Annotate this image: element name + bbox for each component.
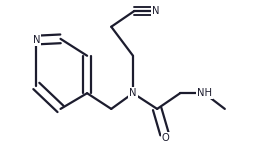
Text: N: N — [152, 6, 160, 16]
Text: N: N — [129, 88, 137, 98]
Text: NH: NH — [197, 88, 212, 98]
Text: N: N — [33, 35, 40, 45]
Text: O: O — [162, 133, 169, 143]
